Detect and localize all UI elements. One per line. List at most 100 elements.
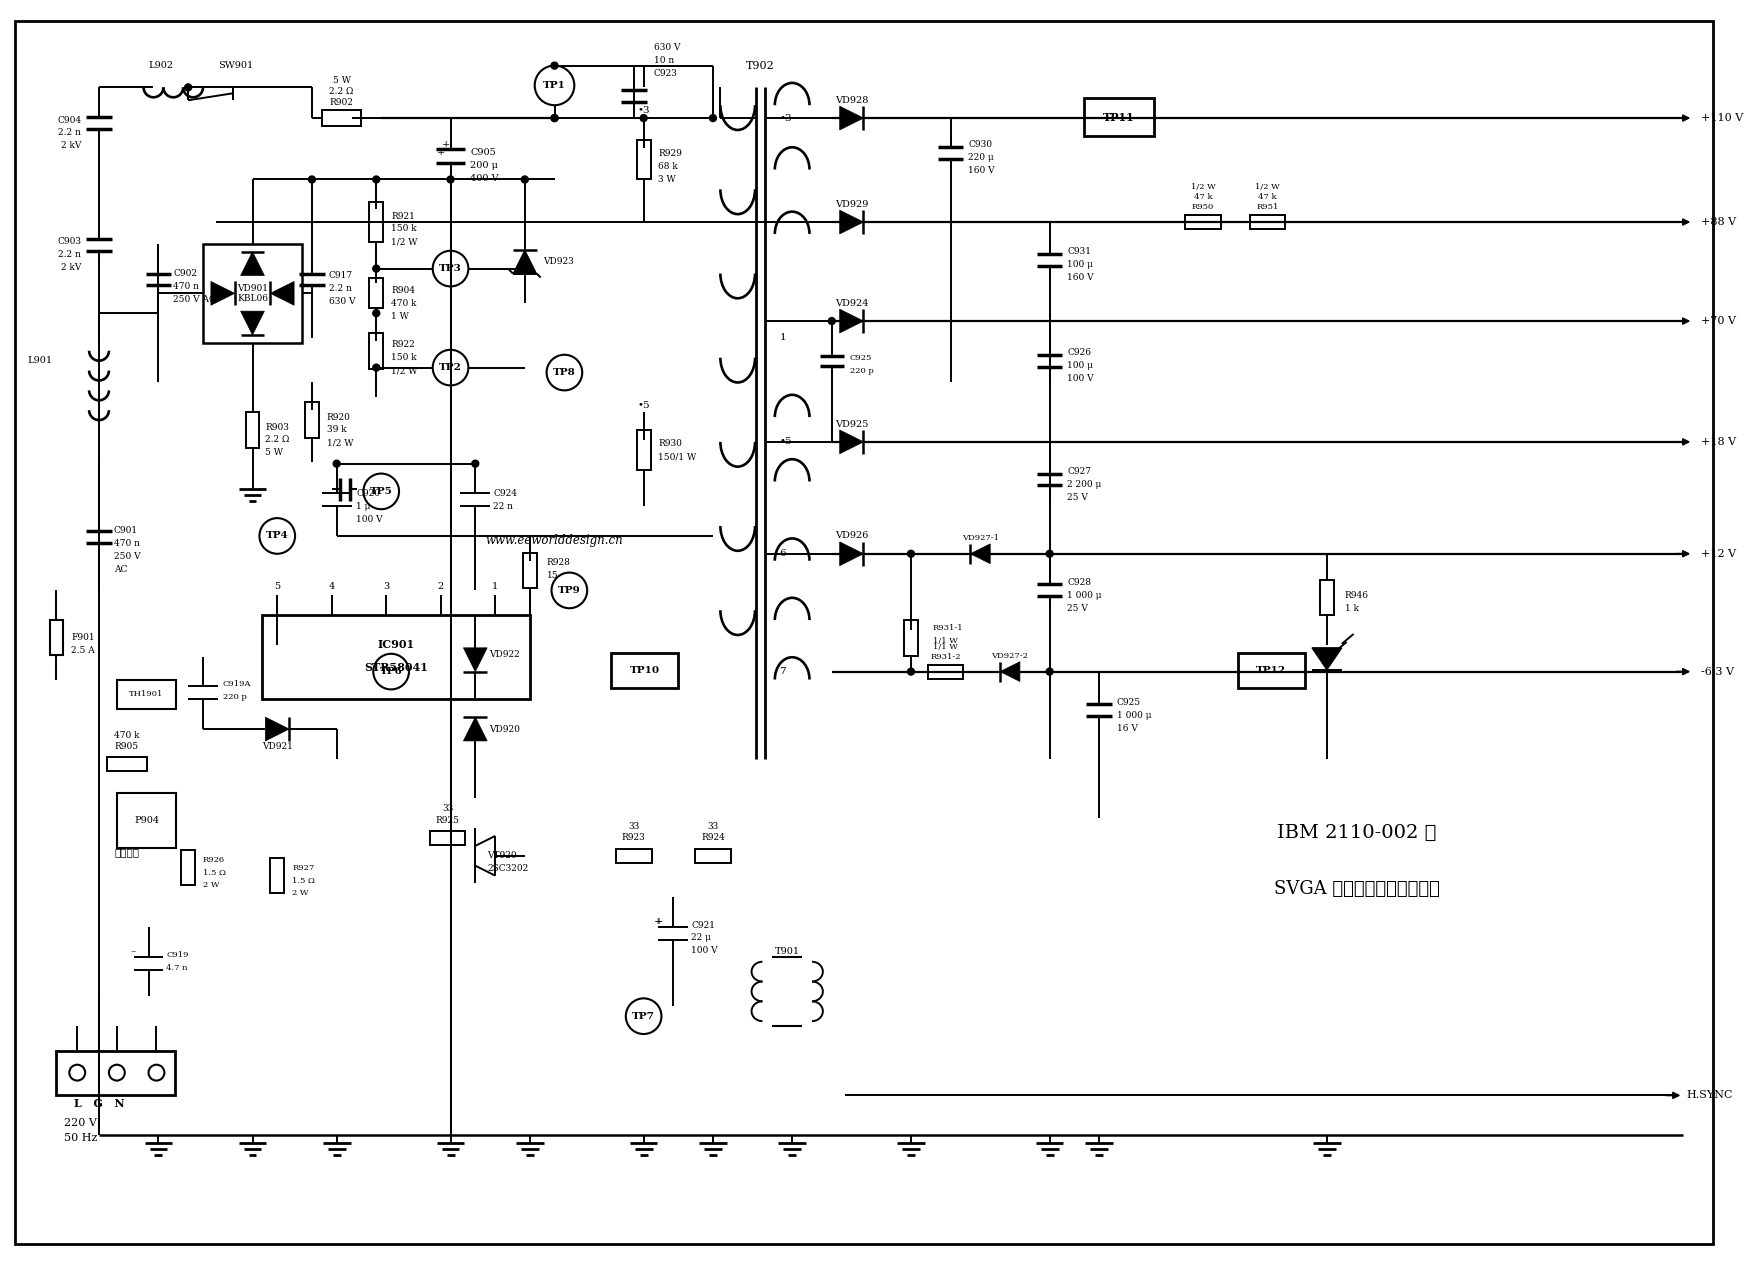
Text: VT920: VT920 <box>487 851 517 860</box>
Text: 16 V: 16 V <box>1117 724 1138 733</box>
Text: C903: C903 <box>58 237 82 246</box>
Text: C921: C921 <box>691 921 715 930</box>
Text: SW901: SW901 <box>218 61 253 71</box>
Text: TP9: TP9 <box>558 586 581 595</box>
Text: 1 k: 1 k <box>1345 604 1359 613</box>
Text: •3: •3 <box>780 114 792 123</box>
Text: R951: R951 <box>1256 203 1279 211</box>
Text: R929: R929 <box>658 149 682 158</box>
Text: C901: C901 <box>113 527 138 536</box>
Text: ‒: ‒ <box>131 947 136 955</box>
Bar <box>370 333 384 369</box>
Text: TP2: TP2 <box>440 362 462 373</box>
Text: VD927-1: VD927-1 <box>961 534 998 542</box>
Bar <box>429 831 466 845</box>
Text: R920: R920 <box>326 413 351 422</box>
Text: 4: 4 <box>328 582 335 591</box>
Text: 1.5 Ω: 1.5 Ω <box>291 877 316 884</box>
Text: 33: 33 <box>441 803 454 813</box>
Text: TP4: TP4 <box>265 532 288 541</box>
Text: 10 n: 10 n <box>654 56 674 66</box>
Text: 630 V: 630 V <box>654 43 681 52</box>
Text: 220 V: 220 V <box>65 1118 98 1128</box>
Text: 2 kV: 2 kV <box>61 263 82 272</box>
Text: L   G   N: L G N <box>73 1098 124 1109</box>
Text: P904: P904 <box>134 816 159 825</box>
Polygon shape <box>839 106 864 130</box>
Text: 150 k: 150 k <box>391 354 417 362</box>
Text: C928: C928 <box>1068 578 1091 587</box>
Bar <box>117 679 176 710</box>
Text: C923: C923 <box>654 69 677 78</box>
Text: 33: 33 <box>707 821 719 831</box>
Circle shape <box>829 317 836 325</box>
Text: R922: R922 <box>391 340 415 350</box>
Text: SVGA 彩色显示器的电源电路: SVGA 彩色显示器的电源电路 <box>1274 880 1440 898</box>
Circle shape <box>907 668 914 674</box>
Text: -6.3 V: -6.3 V <box>1701 667 1735 677</box>
Bar <box>106 757 147 770</box>
Text: C904: C904 <box>58 115 82 125</box>
Text: C919: C919 <box>166 951 188 959</box>
Text: 3 W: 3 W <box>658 176 677 184</box>
Text: 160 V: 160 V <box>968 165 995 176</box>
Text: VD901
KBL06: VD901 KBL06 <box>237 284 269 303</box>
Text: TH1901: TH1901 <box>129 691 164 698</box>
Text: L902: L902 <box>148 61 173 71</box>
Text: +88 V: +88 V <box>1701 217 1736 227</box>
Bar <box>1185 215 1221 229</box>
Text: 470 k: 470 k <box>113 731 140 740</box>
Bar <box>1249 215 1286 229</box>
Text: C927: C927 <box>1068 467 1091 476</box>
Text: TP10: TP10 <box>630 666 660 676</box>
Bar <box>637 429 651 470</box>
Text: 25 V: 25 V <box>1068 604 1089 613</box>
Polygon shape <box>1000 662 1019 682</box>
Text: TP6: TP6 <box>380 667 403 676</box>
Text: 470 k: 470 k <box>391 299 417 308</box>
Text: +: + <box>441 140 450 149</box>
Text: R925: R925 <box>436 816 459 825</box>
Text: TP12: TP12 <box>1256 666 1286 676</box>
Text: R927: R927 <box>291 864 314 871</box>
Text: •3: •3 <box>637 106 649 115</box>
Polygon shape <box>211 282 234 306</box>
Polygon shape <box>265 717 290 741</box>
Text: R924: R924 <box>701 834 724 842</box>
Text: 150/1 W: 150/1 W <box>658 452 696 461</box>
Text: IC901: IC901 <box>377 639 415 650</box>
Text: +: + <box>438 148 445 157</box>
Text: 1/2 W: 1/2 W <box>391 237 417 246</box>
Text: 2 W: 2 W <box>291 889 309 898</box>
Polygon shape <box>839 429 864 453</box>
Bar <box>524 553 537 589</box>
Text: 100 V: 100 V <box>356 514 384 524</box>
Text: 200 μ: 200 μ <box>471 162 499 171</box>
Polygon shape <box>970 544 989 563</box>
Polygon shape <box>1312 648 1342 669</box>
Text: 1/2 W: 1/2 W <box>326 438 352 447</box>
Bar <box>270 858 284 893</box>
Text: 7: 7 <box>780 667 785 676</box>
Text: 5: 5 <box>274 582 281 591</box>
Text: 2 200 μ: 2 200 μ <box>1068 480 1101 489</box>
Text: VD924: VD924 <box>834 299 869 308</box>
Text: 3: 3 <box>384 582 389 591</box>
Text: 1 000 μ: 1 000 μ <box>1117 711 1152 720</box>
Text: 1.5 Ω: 1.5 Ω <box>202 869 225 877</box>
Text: 2.5 A: 2.5 A <box>72 647 94 655</box>
Bar <box>695 849 731 863</box>
Text: R931-1: R931-1 <box>934 624 963 632</box>
Text: TP7: TP7 <box>632 1012 654 1021</box>
Text: AC: AC <box>113 565 127 575</box>
Text: +70 V: +70 V <box>1701 316 1736 326</box>
Text: 630 V: 630 V <box>328 297 356 306</box>
Text: 1/2 W: 1/2 W <box>391 366 417 375</box>
Text: TP8: TP8 <box>553 368 576 378</box>
Bar <box>117 793 176 847</box>
Text: IBM 2110-002 型: IBM 2110-002 型 <box>1277 823 1436 842</box>
Text: 1: 1 <box>492 582 499 591</box>
Text: 5 W: 5 W <box>333 76 351 85</box>
Text: 1 W: 1 W <box>391 312 408 321</box>
Circle shape <box>1047 551 1052 557</box>
